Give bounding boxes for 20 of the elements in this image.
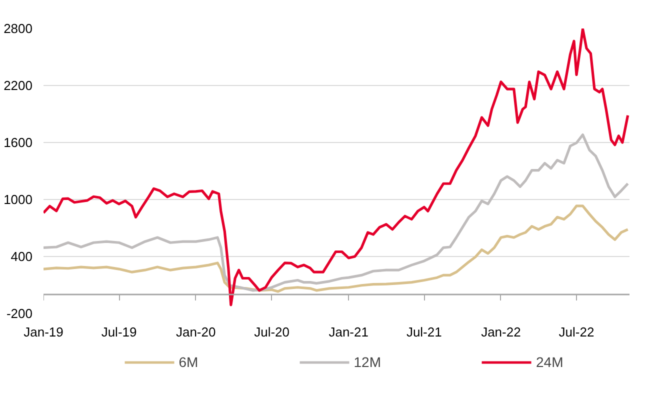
x-tick-label: Jul-22 <box>558 324 594 340</box>
line-series <box>44 134 630 292</box>
x-tick-label: Jan-22 <box>481 324 521 340</box>
y-tick-label: 1600 <box>4 135 32 150</box>
y-tick-label: 2800 <box>4 21 32 36</box>
y-tick-label: 1000 <box>4 192 32 207</box>
line-series <box>44 204 630 293</box>
x-tick-label: Jan-19 <box>24 324 64 340</box>
y-tick-label: 2200 <box>4 78 32 93</box>
line-series <box>44 28 630 306</box>
y-tick-label: 400 <box>10 249 33 264</box>
y-tick-label: -200 <box>6 306 33 321</box>
legend-label: 12M <box>354 354 381 370</box>
x-tick-label: Jan-20 <box>176 324 216 340</box>
legend-label: 6M <box>178 354 199 370</box>
x-tick-label: Jul-19 <box>101 324 137 340</box>
x-tick-label: Jan-21 <box>328 324 368 340</box>
x-tick-label: Jul-20 <box>254 324 290 340</box>
legend-label: 24M <box>536 354 564 370</box>
x-tick-label: Jul-21 <box>406 324 442 340</box>
